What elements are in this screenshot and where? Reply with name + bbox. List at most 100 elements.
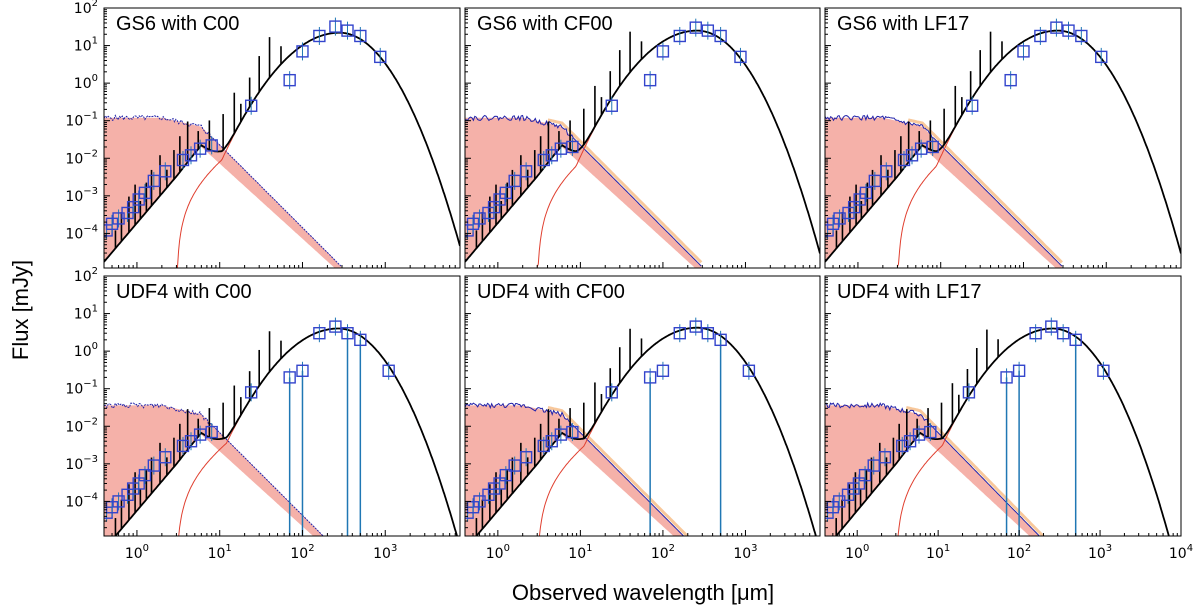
observed-point: [1012, 364, 1026, 377]
observed-point: [859, 186, 873, 200]
panel-1: 10−4 10−3 10−2 10−1 100 101 102 GS6 with C00: [65, 0, 461, 269]
observed-point: [714, 29, 727, 43]
observed-point: [112, 495, 125, 508]
x-tick-label: 102: [290, 543, 314, 562]
observed-point: [656, 45, 670, 58]
observed-point: [566, 140, 579, 154]
observed-point: [329, 320, 342, 333]
observed-point: [962, 386, 976, 399]
panel-title: GS6 with CF00: [477, 13, 613, 35]
observed-point: [205, 139, 218, 152]
observed-point: [903, 435, 917, 448]
attenuated-band-edge: [907, 118, 1063, 264]
observed-point: [138, 468, 152, 482]
attenuated-band-edge: [905, 406, 1046, 536]
observed-point: [382, 364, 395, 377]
panel-frame: [464, 7, 821, 269]
x-tick-label: 100: [845, 543, 869, 562]
panel-3: GS6 with LF17: [824, 7, 1182, 269]
observed-point: [897, 153, 911, 167]
observed-point: [374, 50, 387, 64]
observed-point: [566, 425, 579, 439]
plot-area: [104, 317, 458, 536]
observed-point: [296, 364, 309, 377]
observed-point: [1045, 320, 1058, 333]
attenuation-region: [104, 405, 324, 536]
panel-frame: [824, 7, 1182, 269]
observed-point: [132, 477, 145, 490]
y-tick-label: 10−2: [65, 416, 98, 435]
observed-point: [508, 174, 521, 188]
panel-title: GS6 with C00: [116, 13, 239, 35]
y-tick-label: 10−3: [65, 454, 98, 473]
observed-point: [176, 439, 190, 453]
observed-point: [1062, 24, 1075, 37]
unattenuated-stellar-line: [465, 114, 702, 267]
observed-point: [656, 364, 670, 377]
attenuated-band-edge: [547, 406, 690, 536]
observed-point: [701, 327, 715, 340]
y-tick-label: 10−1: [65, 379, 98, 398]
panel-frame: [103, 7, 461, 269]
x-tick-label: 102: [1007, 543, 1031, 562]
observed-point: [853, 193, 866, 206]
attenuated-band-edge: [547, 118, 703, 264]
x-axis-label: Observed wavelength [μm]: [512, 580, 774, 605]
observed-point: [643, 371, 657, 384]
observed-point: [493, 193, 506, 206]
observed-point: [689, 320, 702, 333]
y-tick-label: 10−4: [65, 223, 98, 242]
observed-point: [1075, 29, 1088, 43]
y-tick-label: 100: [74, 73, 98, 92]
plot-area: [465, 18, 820, 268]
observed-point: [867, 459, 880, 472]
observed-point: [545, 435, 558, 448]
observed-point: [473, 495, 486, 508]
observed-point: [1004, 73, 1017, 87]
y-tick-label: 101: [74, 304, 98, 323]
observed-point: [926, 140, 939, 154]
observed-point: [1034, 29, 1047, 43]
observed-point: [519, 451, 533, 464]
observed-point: [341, 327, 354, 340]
panel-title: UDF4 with CF00: [477, 281, 625, 303]
observed-point: [965, 99, 979, 112]
observed-point: [147, 174, 161, 188]
x-tick-label: 102: [651, 543, 675, 562]
attenuation-region: [465, 405, 684, 536]
observed-point: [868, 174, 882, 188]
total-sed-line: [465, 29, 820, 263]
observed-point: [138, 186, 152, 200]
observed-point: [499, 468, 513, 482]
panel-frame: [824, 275, 1182, 537]
observed-point: [701, 24, 715, 37]
unattenuated-stellar-line: [825, 114, 1063, 267]
observed-point: [205, 425, 218, 439]
panels-group: 10−4 10−3 10−2 10−1 100 101 102 GS6 with C00 GS6…: [65, 0, 1193, 562]
x-tick-label: 103: [373, 543, 397, 562]
x-tick-label: 101: [208, 543, 232, 562]
observed-point: [545, 149, 558, 162]
observed-point: [673, 29, 686, 43]
observed-point: [1000, 371, 1013, 384]
observed-point: [132, 193, 145, 206]
observed-point: [159, 165, 172, 178]
observed-point: [1017, 45, 1030, 58]
attenuation-region: [104, 117, 341, 268]
observed-point: [643, 73, 657, 87]
x-tick-label: 104: [1169, 543, 1193, 562]
attenuation-region: [825, 405, 1040, 536]
y-tick-label: 10−4: [65, 491, 98, 510]
observed-point: [742, 364, 756, 377]
panel-5: 100 101 102 103 UDF4 with CF00: [464, 275, 821, 562]
observed-point: [714, 333, 727, 347]
observed-point: [184, 435, 198, 448]
observed-point: [1050, 21, 1063, 34]
plot-area: [825, 18, 1181, 268]
observed-point: [283, 371, 296, 384]
x-tick-label: 103: [1088, 543, 1112, 562]
x-tick-label: 101: [926, 543, 950, 562]
panel-6: 100 101 102 103 104 UDF4 with LF17: [824, 275, 1193, 562]
observed-point: [673, 327, 686, 340]
